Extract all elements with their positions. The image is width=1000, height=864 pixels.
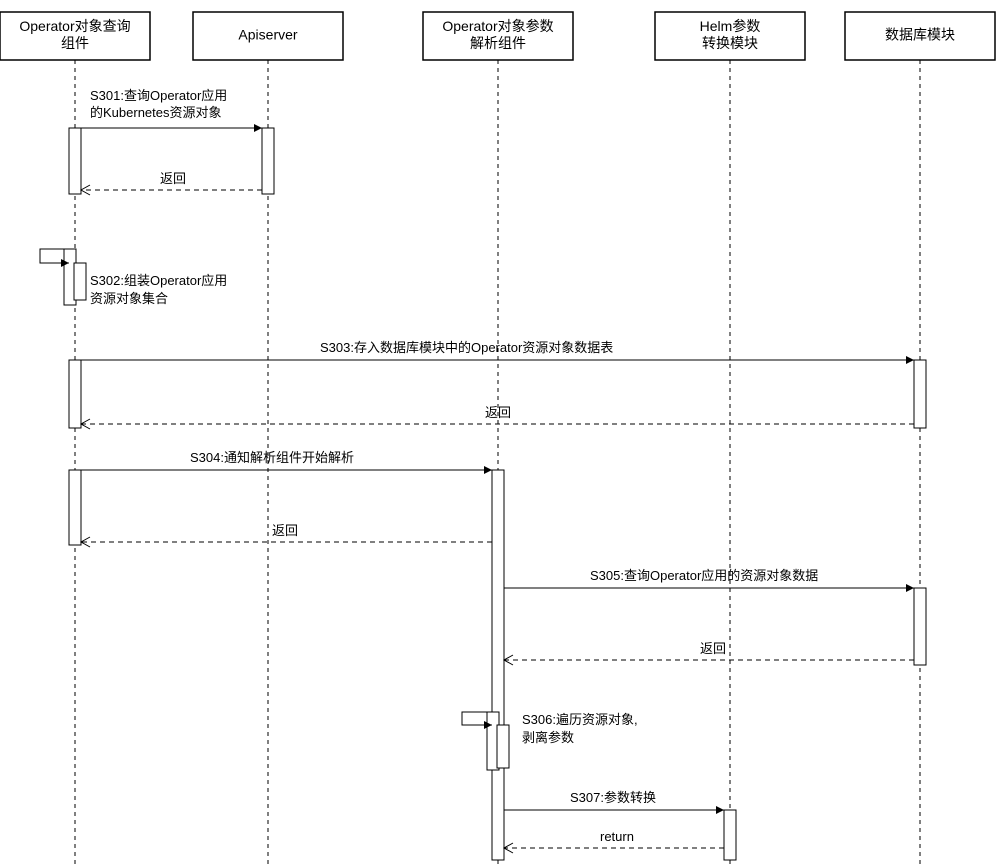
activation-bar	[914, 588, 926, 665]
lifeline-label: 解析组件	[470, 35, 526, 51]
lifeline-label: Operator对象参数	[442, 18, 553, 34]
arrowhead-solid	[484, 466, 492, 474]
sequence-diagram: Operator对象查询组件 Apiserver Operator对象参数解析组件 H…	[0, 0, 1000, 864]
lifeline-label: 数据库模块	[885, 27, 955, 43]
activation-bar	[69, 360, 81, 428]
message-label: 返回	[272, 523, 298, 538]
message-label: S303:存入数据库模块中的Operator资源对象数据表	[320, 340, 613, 355]
activation-bar	[724, 810, 736, 860]
message-label: 返回	[485, 405, 511, 420]
arrowhead-solid	[906, 584, 914, 592]
arrowhead-solid	[906, 356, 914, 364]
message-label: 剥离参数	[522, 730, 574, 745]
message-label: 返回	[160, 171, 186, 186]
activation-bar	[74, 263, 86, 300]
message-label: S301:查询Operator应用	[90, 88, 227, 103]
activation-bar	[262, 128, 274, 194]
message-label: S302:组装Operator应用	[90, 273, 227, 288]
lifeline-label: Operator对象查询	[19, 18, 130, 34]
message-label: S306:遍历资源对象,	[522, 712, 638, 727]
message-label: S305:查询Operator应用的资源对象数据	[590, 568, 818, 583]
activation-bar	[69, 470, 81, 545]
arrowhead-solid	[716, 806, 724, 814]
lifeline-label: Apiserver	[238, 27, 297, 43]
activation-bar	[69, 128, 81, 194]
activation-bar	[914, 360, 926, 428]
activation-bar	[492, 470, 504, 860]
message-label: S304:通知解析组件开始解析	[190, 450, 354, 465]
arrowhead-solid	[254, 124, 262, 132]
lifeline-label: 转换模块	[702, 35, 758, 51]
message-label: return	[600, 829, 634, 844]
message-label: S307:参数转换	[570, 790, 656, 805]
message-label: 返回	[700, 641, 726, 656]
activation-bar	[497, 725, 509, 768]
message-label: 资源对象集合	[90, 291, 168, 306]
lifeline-label: Helm参数	[700, 18, 761, 34]
message-label: 的Kubernetes资源对象	[90, 105, 222, 120]
lifeline-label: 组件	[61, 35, 89, 51]
